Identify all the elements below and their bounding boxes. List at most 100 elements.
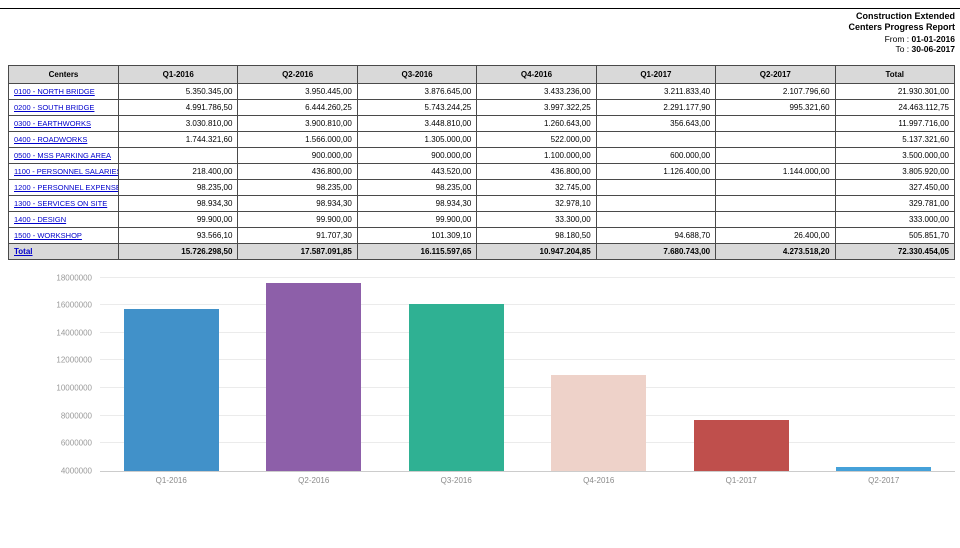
value-cell: 93.566,10 [117, 226, 239, 244]
center-link[interactable]: 0500 - MSS PARKING AREA [14, 150, 111, 160]
total-label-cell: Total [8, 242, 119, 260]
x-axis-tick-label: Q2-2017 [868, 475, 900, 485]
value-cell: 24.463.112,75 [834, 98, 956, 116]
value-cell: 3.876.645,00 [356, 82, 478, 100]
value-cell: 3.448.810,00 [356, 114, 478, 132]
value-cell [117, 146, 239, 164]
center-cell: 1400 - DESIGN [8, 210, 119, 228]
value-cell: 3.900.810,00 [237, 114, 358, 132]
value-cell: 1.126.400,00 [595, 162, 717, 180]
top-divider [0, 8, 960, 9]
bar-Q4-2016 [551, 374, 647, 471]
total-link[interactable]: Total [14, 246, 33, 256]
gridline [100, 359, 955, 361]
value-cell: 3.211.833,40 [595, 82, 717, 100]
value-cell [715, 194, 836, 212]
center-link[interactable]: 0300 - EARTHWORKS [14, 118, 91, 128]
bar-slot [528, 278, 671, 471]
value-cell: 94.688,70 [595, 226, 717, 244]
x-axis-tick-label: Q1-2017 [725, 475, 757, 485]
center-link[interactable]: 1500 - WORKSHOP [14, 230, 82, 240]
center-link[interactable]: 0200 - SOUTH BRIDGE [14, 102, 95, 112]
value-cell: 995.321,60 [715, 98, 836, 116]
y-axis-tick-label: 12000000 [56, 355, 92, 365]
bar-Q1-2016 [123, 309, 219, 471]
bar-slot [243, 278, 386, 471]
gridline [100, 304, 955, 306]
value-cell: 1.305.000,00 [356, 130, 478, 148]
report-from: From : 01-01-2016 [0, 34, 955, 45]
value-cell [715, 210, 836, 228]
value-cell: 2.291.177,90 [595, 98, 717, 116]
center-cell: 1500 - WORKSHOP [8, 226, 119, 244]
value-cell: 98.934,30 [237, 194, 358, 212]
value-cell: 32.745,00 [476, 178, 597, 196]
table-row: 0300 - EARTHWORKS 3.030.810,00 3.900.810,0… [8, 114, 956, 132]
value-cell: 3.030.810,00 [117, 114, 239, 132]
value-cell: 900.000,00 [356, 146, 478, 164]
total-value-cell: 4.273.518,20 [715, 242, 836, 260]
center-link[interactable]: 0100 - NORTH BRIDGE [14, 86, 95, 96]
value-cell: 11.997.716,00 [834, 114, 956, 132]
center-link[interactable]: 1300 - SERVICES ON SITE [14, 198, 108, 208]
value-cell: 600.000,00 [595, 146, 717, 164]
x-axis-tick-label: Q4-2016 [583, 475, 615, 485]
bars-container [100, 278, 955, 471]
bar-Q1-2017 [693, 420, 789, 471]
column-header: Q1-2017 [595, 64, 717, 84]
value-cell: 2.107.796,60 [715, 82, 836, 100]
y-axis-tick-label: 10000000 [56, 383, 92, 393]
x-axis-tick-label: Q3-2016 [440, 475, 472, 485]
value-cell: 436.800,00 [476, 162, 597, 180]
value-cell: 1.744.321,60 [117, 130, 239, 148]
value-cell: 6.444.260,25 [237, 98, 358, 116]
center-cell: 0500 - MSS PARKING AREA [8, 146, 119, 164]
totals-bar-chart: 4000000 6000000 8000000 10000000 12000000 140… [0, 273, 960, 485]
value-cell: 329.781,00 [834, 194, 956, 212]
x-axis-tick-label: Q2-2016 [298, 475, 330, 485]
column-header: Centers [8, 64, 119, 84]
center-link[interactable]: 1200 - PERSONNEL EXPENSES [14, 182, 119, 192]
table-body: 0100 - NORTH BRIDGE 5.350.345,00 3.950.445… [8, 82, 956, 244]
value-cell: 98.934,30 [117, 194, 239, 212]
value-cell: 1.566.000,00 [237, 130, 358, 148]
gridline [100, 331, 955, 333]
value-cell: 26.400,00 [715, 226, 836, 244]
value-cell: 1.260.643,00 [476, 114, 597, 132]
total-value-cell: 10.947.204,85 [476, 242, 597, 260]
to-label: To : [895, 44, 910, 55]
table-row: 1400 - DESIGN 99.900,00 99.900,00 99.900,00… [8, 210, 956, 228]
total-value-cell: 7.680.743,00 [595, 242, 717, 260]
value-cell: 98.180,50 [476, 226, 597, 244]
table-row: 1100 - PERSONNEL SALARIES 218.400,00 436.8… [8, 162, 956, 180]
y-axis-tick-label: 6000000 [60, 438, 92, 448]
table-header-row: Centers Q1-2016 Q2-2016 Q3-2016 Q4-2016 Q1-20… [8, 64, 956, 84]
y-axis-tick-label: 14000000 [56, 328, 92, 338]
center-link[interactable]: 1400 - DESIGN [14, 214, 67, 224]
center-cell: 1100 - PERSONNEL SALARIES [8, 162, 119, 180]
center-cell: 0200 - SOUTH BRIDGE [8, 98, 119, 116]
centers-progress-table: Centers Q1-2016 Q2-2016 Q3-2016 Q4-2016 Q1-20… [8, 64, 956, 260]
column-header: Q4-2016 [476, 64, 597, 84]
column-header: Q1-2016 [117, 64, 239, 84]
value-cell: 3.805.920,00 [834, 162, 956, 180]
chart-x-axis-labels: Q1-2016 Q2-2016 Q3-2016 Q4-2016 Q1-2017 Q2-20… [100, 476, 955, 485]
table-row: 0500 - MSS PARKING AREA 900.000,00 900.000… [8, 146, 956, 164]
center-link[interactable]: 0400 - ROADWORKS [14, 134, 88, 144]
value-cell: 327.450,00 [834, 178, 956, 196]
center-cell: 0300 - EARTHWORKS [8, 114, 119, 132]
value-cell: 99.900,00 [237, 210, 358, 228]
table-row: 0100 - NORTH BRIDGE 5.350.345,00 3.950.445… [8, 82, 956, 100]
center-cell: 1200 - PERSONNEL EXPENSES [8, 178, 119, 196]
total-value-cell: 16.115.597,65 [356, 242, 478, 260]
value-cell: 3.500.000,00 [834, 146, 956, 164]
value-cell [595, 178, 717, 196]
center-link[interactable]: 1100 - PERSONNEL SALARIES [14, 166, 119, 176]
chart-plot-area: 4000000 6000000 8000000 10000000 12000000 140… [56, 273, 955, 475]
bar-Q2-2017 [836, 466, 932, 471]
table-row: 1500 - WORKSHOP 93.566,10 91.707,30 101.309… [8, 226, 956, 244]
gridline [100, 414, 955, 416]
value-cell: 21.930.301,00 [834, 82, 956, 100]
value-cell [715, 178, 836, 196]
bar-slot [813, 278, 956, 471]
